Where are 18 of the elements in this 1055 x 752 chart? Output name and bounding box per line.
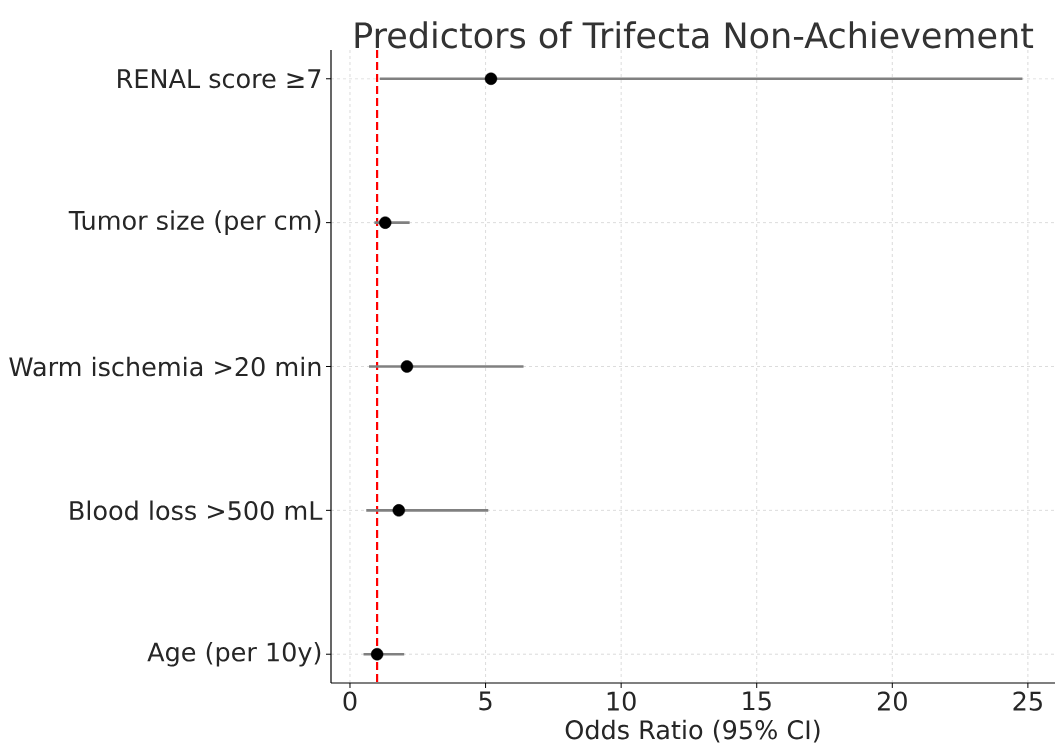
chart-title: Predictors of Trifecta Non-Achievement [355, 21, 1034, 49]
x-axis-title: Odds Ratio (95% CI) [565, 719, 820, 743]
y-tick-label: RENAL score ≥7 [118, 69, 321, 89]
x-tick-label: 15 [743, 691, 771, 711]
point [379, 216, 392, 229]
point [392, 504, 405, 517]
y-tick-label: Blood loss >500 mL [70, 500, 323, 521]
y-tick-label: Age (per 10y) [147, 641, 321, 667]
x-tick-label: 10 [607, 691, 636, 711]
x-tick-label: 0 [343, 691, 357, 711]
y-tick-label: Warm ischemia >20 min [9, 356, 321, 377]
y-tick-label: Tumor size (per cm) [68, 210, 321, 235]
point [484, 72, 498, 85]
point [370, 648, 384, 661]
x-tick-label: 5 [479, 691, 492, 711]
point [400, 360, 414, 373]
x-tick-label: 20 [877, 691, 907, 711]
x-tick-label: 25 [1013, 691, 1042, 711]
